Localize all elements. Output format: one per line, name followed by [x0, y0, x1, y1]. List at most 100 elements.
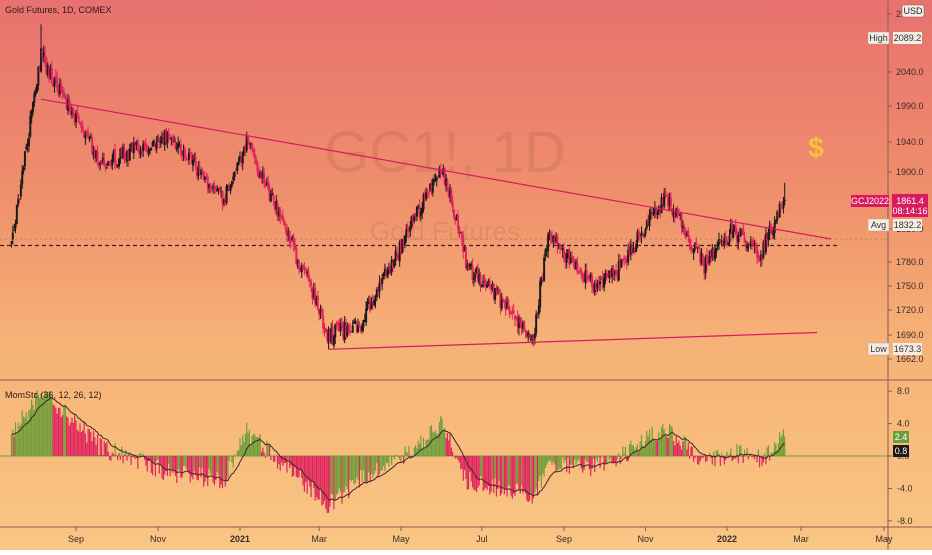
- candle[interactable]: [248, 139, 251, 149]
- candle[interactable]: [413, 213, 416, 224]
- candle[interactable]: [427, 191, 430, 199]
- candle[interactable]: [747, 242, 750, 252]
- candle[interactable]: [31, 101, 34, 116]
- candle[interactable]: [157, 134, 159, 143]
- candle[interactable]: [695, 236, 698, 249]
- candle[interactable]: [411, 213, 414, 228]
- candle[interactable]: [277, 206, 280, 222]
- candle[interactable]: [717, 232, 720, 250]
- candle[interactable]: [213, 180, 216, 194]
- candle[interactable]: [490, 284, 493, 295]
- candle[interactable]: [174, 137, 177, 150]
- candle[interactable]: [762, 239, 765, 260]
- candle[interactable]: [369, 295, 372, 313]
- candle[interactable]: [700, 247, 703, 266]
- candle[interactable]: [64, 92, 67, 101]
- candle[interactable]: [708, 250, 711, 266]
- candle[interactable]: [283, 218, 286, 226]
- candle[interactable]: [751, 238, 754, 251]
- candle[interactable]: [502, 297, 505, 303]
- candle[interactable]: [323, 323, 326, 337]
- candle[interactable]: [41, 48, 44, 61]
- candle[interactable]: [419, 207, 422, 222]
- candle[interactable]: [567, 249, 570, 259]
- candle[interactable]: [365, 301, 368, 326]
- candle[interactable]: [596, 279, 599, 293]
- candle[interactable]: [308, 275, 311, 288]
- candle[interactable]: [134, 141, 137, 151]
- candle[interactable]: [591, 272, 594, 294]
- candle[interactable]: [704, 254, 707, 280]
- candle[interactable]: [398, 239, 401, 267]
- candle[interactable]: [269, 190, 272, 203]
- candle[interactable]: [122, 143, 125, 160]
- candle[interactable]: [511, 306, 514, 320]
- candle[interactable]: [111, 153, 114, 171]
- candle[interactable]: [179, 139, 182, 158]
- candle[interactable]: [21, 164, 24, 189]
- candle[interactable]: [342, 320, 345, 342]
- candle[interactable]: [241, 151, 244, 171]
- candle[interactable]: [131, 141, 134, 154]
- candle[interactable]: [561, 244, 564, 258]
- candle[interactable]: [148, 148, 151, 156]
- candle[interactable]: [748, 243, 751, 247]
- candle[interactable]: [649, 207, 652, 220]
- candle[interactable]: [162, 132, 165, 145]
- candle[interactable]: [667, 192, 670, 212]
- candle[interactable]: [425, 187, 428, 202]
- candle[interactable]: [218, 185, 221, 193]
- candle[interactable]: [175, 142, 178, 152]
- candle[interactable]: [672, 204, 675, 222]
- candle[interactable]: [559, 242, 562, 254]
- candle[interactable]: [311, 286, 314, 305]
- candle[interactable]: [353, 318, 356, 325]
- candle[interactable]: [224, 193, 227, 207]
- candle[interactable]: [294, 238, 297, 251]
- candle[interactable]: [604, 269, 607, 284]
- candle[interactable]: [449, 183, 452, 203]
- candle[interactable]: [381, 273, 384, 291]
- candle[interactable]: [647, 213, 650, 227]
- candle[interactable]: [569, 251, 572, 265]
- candle[interactable]: [479, 271, 482, 292]
- candle[interactable]: [334, 323, 337, 345]
- candle[interactable]: [579, 266, 582, 275]
- candle[interactable]: [383, 263, 386, 280]
- candle[interactable]: [723, 233, 726, 249]
- candle[interactable]: [544, 248, 547, 261]
- candle[interactable]: [343, 315, 346, 344]
- candle[interactable]: [208, 183, 211, 194]
- candle[interactable]: [108, 160, 111, 166]
- candle[interactable]: [182, 144, 185, 161]
- candle[interactable]: [742, 223, 745, 236]
- candle[interactable]: [752, 236, 755, 247]
- candle[interactable]: [268, 183, 271, 202]
- candle[interactable]: [623, 255, 626, 266]
- candle[interactable]: [310, 278, 313, 293]
- candle[interactable]: [552, 235, 555, 248]
- candle[interactable]: [635, 240, 638, 253]
- candle[interactable]: [400, 238, 402, 255]
- candle[interactable]: [260, 170, 263, 184]
- candle[interactable]: [291, 234, 294, 242]
- candle[interactable]: [679, 211, 682, 221]
- candle[interactable]: [169, 134, 172, 140]
- candle[interactable]: [584, 263, 587, 290]
- candle[interactable]: [285, 223, 288, 243]
- candle[interactable]: [503, 299, 506, 308]
- candle[interactable]: [374, 294, 377, 309]
- candle[interactable]: [45, 57, 48, 76]
- candle[interactable]: [575, 258, 578, 270]
- candle[interactable]: [99, 160, 102, 171]
- candle[interactable]: [519, 316, 522, 329]
- candle[interactable]: [521, 320, 524, 333]
- candle[interactable]: [326, 329, 329, 344]
- candle[interactable]: [255, 155, 258, 166]
- candle[interactable]: [161, 131, 164, 145]
- candle[interactable]: [393, 259, 396, 269]
- candle[interactable]: [226, 184, 229, 192]
- candle[interactable]: [617, 253, 620, 282]
- candle[interactable]: [737, 231, 740, 250]
- candle[interactable]: [232, 172, 235, 185]
